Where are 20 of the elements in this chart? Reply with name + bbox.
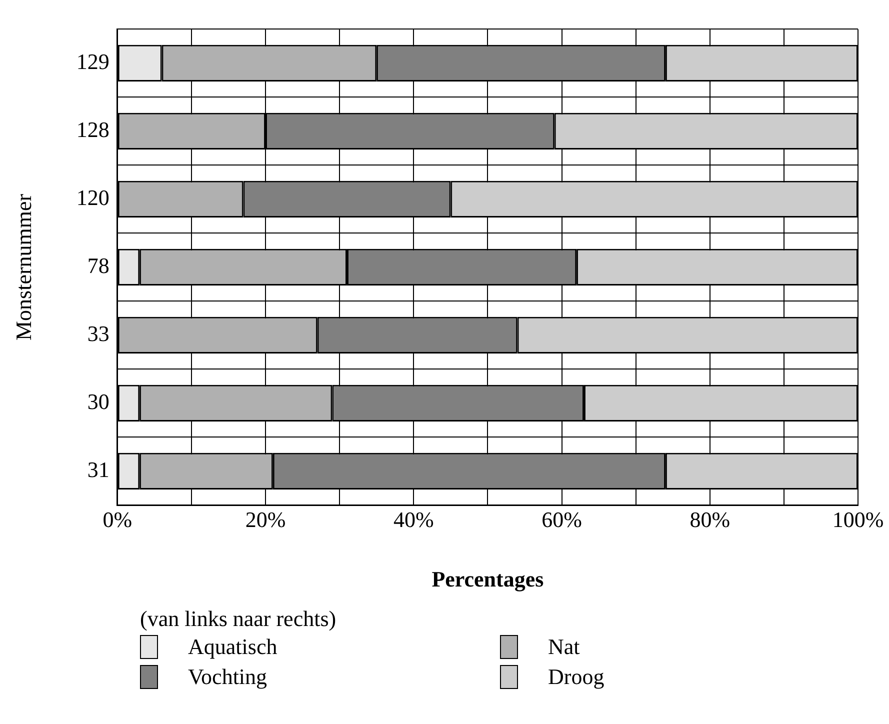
- x-tick-label: 0%: [102, 507, 132, 532]
- x-axis-title: Percentages: [432, 566, 544, 592]
- x-tick-label: 20%: [245, 507, 286, 532]
- legend-label: Droog: [548, 664, 604, 690]
- legend-label: Vochting: [188, 664, 268, 690]
- y-tick-label: 128: [76, 116, 110, 142]
- x-tick-label: 60%: [542, 507, 582, 532]
- y-tick-label: 31: [87, 456, 110, 482]
- legend-label: Aquatisch: [188, 634, 278, 660]
- y-tick-label: 78: [87, 252, 110, 278]
- y-tick-label: 30: [87, 388, 110, 414]
- x-tick-label: 40%: [393, 507, 434, 532]
- legend-title: (van links naar rechts): [140, 606, 338, 632]
- y-tick-label: 129: [76, 48, 110, 74]
- y-axis-title: Monsternummer: [10, 193, 36, 341]
- y-tick-label: 120: [76, 184, 110, 210]
- legend-label: Nat: [548, 634, 580, 660]
- y-tick-label: 33: [87, 320, 110, 346]
- x-tick-label: 100%: [832, 507, 884, 532]
- x-tick-label: 80%: [690, 507, 730, 532]
